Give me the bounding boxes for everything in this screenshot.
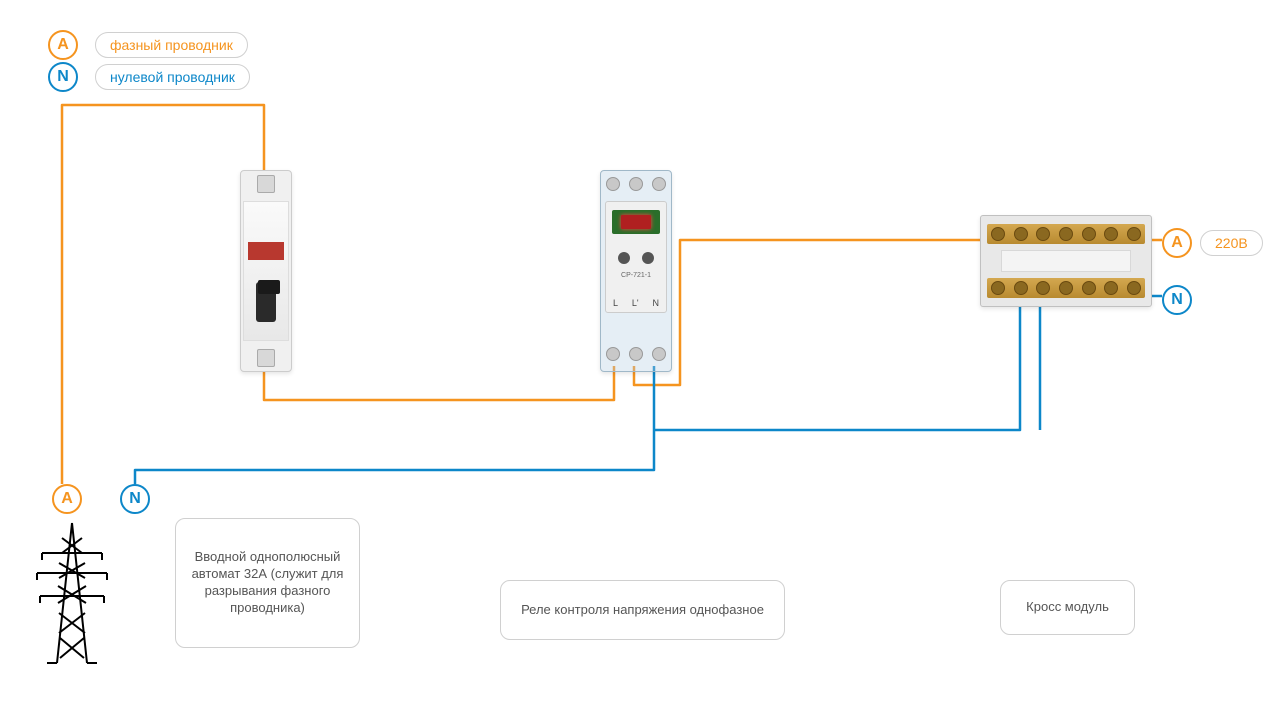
legend-phase-badge: А [48, 30, 78, 60]
output-voltage-pill: 220В [1200, 230, 1263, 256]
relay-knob-right [642, 252, 654, 264]
cross-module-separator [1001, 250, 1131, 272]
relay-description-box: Реле контроля напряжения однофазное [500, 580, 785, 640]
relay-top-terminals [601, 177, 671, 195]
relay-model-label: CP-721-1 [606, 272, 666, 279]
breaker-terminal-bottom [257, 349, 275, 367]
voltage-relay: CP-721-1 L L' N [600, 170, 672, 372]
output-phase-badge: А [1162, 228, 1192, 258]
legend-neutral-letter: N [57, 68, 69, 86]
legend-neutral-badge: N [48, 62, 78, 92]
output-neutral-badge: N [1162, 285, 1192, 315]
relay-terminal-labels: L L' N [606, 298, 666, 308]
breaker-terminal-top [257, 175, 275, 193]
relay-face: CP-721-1 L L' N [605, 201, 667, 313]
breaker-switch-knob [258, 280, 280, 294]
input-phase-badge: А [52, 484, 82, 514]
power-tower-icon [32, 518, 112, 673]
breaker-brand-strip [248, 242, 284, 260]
relay-knob-left [618, 252, 630, 264]
legend-neutral-label: нулевой проводник [95, 64, 250, 90]
circuit-breaker [240, 170, 292, 372]
breaker-description-box: Вводной однополюсный автомат 32А (служит… [175, 518, 360, 648]
breaker-body [243, 201, 289, 341]
cross-module-phase-bar [987, 224, 1145, 244]
legend-phase-label: фазный проводник [95, 32, 248, 58]
cross-module [980, 215, 1152, 307]
crossmod-description-box: Кросс модуль [1000, 580, 1135, 635]
input-neutral-badge: N [120, 484, 150, 514]
legend-phase-letter: А [57, 36, 69, 54]
cross-module-neutral-bar [987, 278, 1145, 298]
relay-display [612, 210, 660, 234]
relay-bottom-terminals [601, 347, 671, 365]
